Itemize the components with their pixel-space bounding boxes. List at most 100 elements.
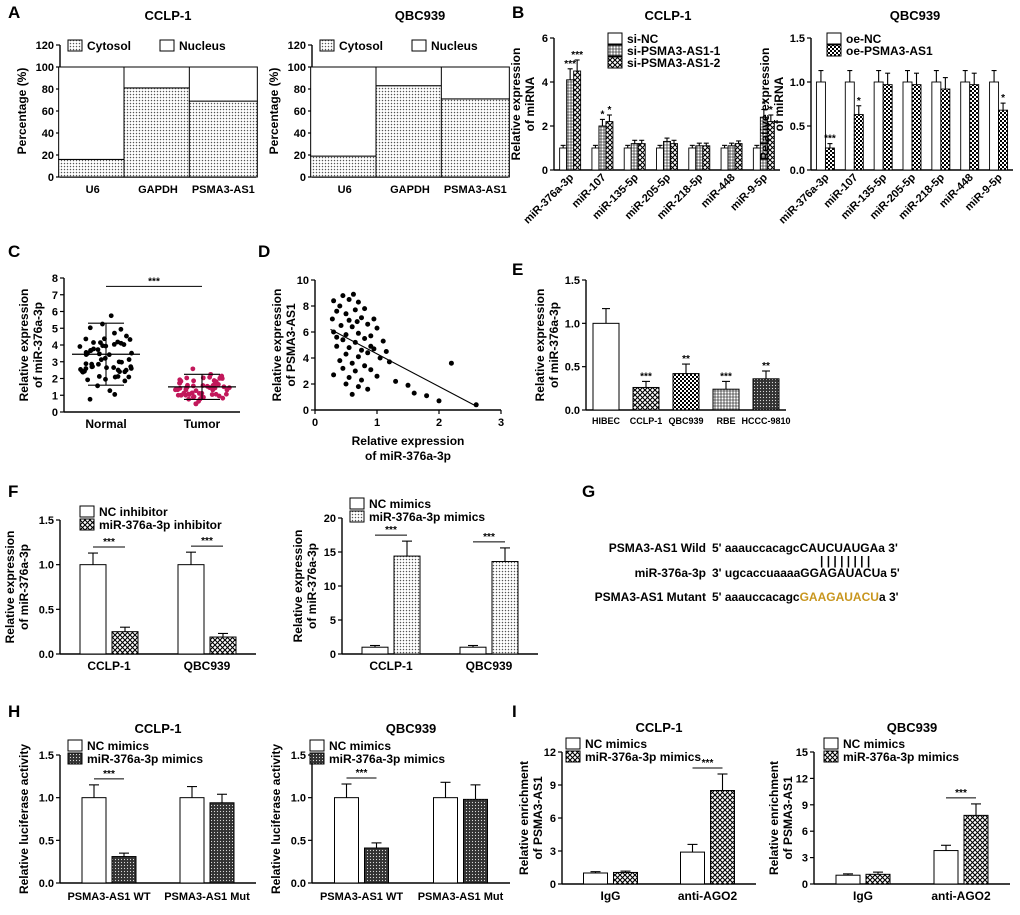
b1-bar [734,143,743,171]
b1-y-tick-label: 4 [542,77,549,89]
a2-legend-swatch [411,39,427,52]
h2-x-tick-label: PSMA3-AS1 WT [320,891,403,903]
b1-y-tick-label: 2 [542,121,548,133]
b1-bar [573,70,582,171]
b2-bar [882,84,893,171]
panel-c-chart: 0 1 2 3 4 5 6 7 8 Relative expression of miR-376a-… [17,273,240,431]
b1-bar [720,147,729,171]
c-point-normal [126,374,132,380]
a2-bar-cytosol [375,85,445,178]
i2-legend-label: NC mimics [843,737,905,751]
f1-y-label: Relative expression [3,531,17,644]
b1-y-tick-label: 0 [542,165,548,177]
i2-chart: 0 3 6 9 12 15 Relative enrichment of PSMA3-AS1 I… [767,720,1010,903]
i2-x-tick-label: IgG [853,889,873,903]
panel-a-chart-1: 0 20 40 60 80 100 120 Percentage (%) CCLP-1 U6 GAP… [15,8,258,196]
f1-y-tick-label: 0.5 [39,604,54,616]
c-point-tumor [220,395,226,401]
d-point [346,375,352,380]
e-x-tick-label: RBE [716,416,735,426]
b2-y-tick-label: 0.5 [790,121,805,133]
d-x-tick-label: 2 [436,417,442,429]
d-x-label: Relative expression [352,434,465,448]
h1-legend-label: miR-376a-3p mimics [87,752,203,766]
panel-label-e: E [512,260,523,279]
seq-mutant-suffix: a 3' [879,590,899,604]
a2-y-label: Percentage (%) [267,68,281,155]
c-point-normal [89,364,95,370]
d-point [359,377,364,383]
i2-title: QBC939 [887,720,938,735]
b1-significance: * [762,100,766,111]
c-point-tumor [207,374,213,380]
c-y-label: of miR-376a-3p [31,302,45,388]
d-x-tick-label: 3 [498,417,504,429]
c-point-tumor [213,379,219,385]
i1-y-label: Relative enrichment [517,761,531,875]
c-point-normal [95,383,100,389]
c-point-normal [128,366,134,371]
i1-significance: *** [702,758,714,769]
h1-chart: 0.0 0.5 1.0 1.5 Relative luciferase activity… [17,721,256,903]
d-y-label: Relative expression [270,289,284,402]
b1-bar [591,147,600,171]
d-point [359,347,364,353]
c-point-tumor [210,387,216,393]
d-point [334,343,340,349]
b2-bar [824,147,835,171]
i2-y-tick-label: 0 [802,879,808,891]
b2-bar [969,84,980,171]
c-point-normal [112,330,117,336]
a1-bar-cytosol [58,158,128,178]
d-point [374,325,380,331]
h1-y-tick-label: 1.5 [39,750,54,762]
c-point-normal [96,361,101,367]
b2-y-tick-label: 0.0 [790,165,805,177]
i2-y-tick-label: 9 [802,800,808,812]
f2-y-label: of miR-376a-3p [305,543,319,629]
a1-title: CCLP-1 [145,8,192,23]
a2-x-tick-label: GAPDH [390,184,430,196]
f2-legend-swatch [349,510,365,523]
c-point-normal [122,378,128,384]
a1-y-tick-label: 120 [36,40,54,52]
b1-bar [663,140,671,171]
c-point-normal [98,340,103,345]
h1-bar [81,797,107,884]
c-point-normal [108,313,114,319]
a1-x-tick-label: U6 [86,184,100,196]
f1-chart: 0.0 0.5 1.0 1.5 Relative expression of miR-37… [3,505,256,673]
d-x-tick-label: 1 [374,417,380,429]
d-point [368,367,374,373]
d-point [350,291,356,297]
b2-bar [844,81,855,171]
e-significance: ** [762,361,770,372]
d-point [349,324,355,330]
d-point [355,384,361,390]
h1-bar [111,856,137,884]
f1-y-tick-label: 1.5 [39,515,54,527]
b2-legend-label: oe-PSMA3-AS1 [846,44,933,58]
i1-bar [680,851,705,885]
i1-x-tick-label: IgG [601,889,621,903]
e-y-label: Relative expression [533,289,547,402]
a2-y-tick-label: 40 [294,128,306,140]
f1-y-label: of miR-376a-3p [17,544,31,630]
h2-y-tick-label: 1.0 [291,793,306,805]
a2-bar-nucleus [310,66,380,157]
a1-bar-nucleus [58,66,128,160]
d-point [362,306,368,312]
b1-significance: * [600,109,604,120]
c-point-normal [127,337,133,342]
h1-y-label: Relative luciferase activity [17,744,31,894]
c-point-tumor [173,387,178,393]
h1-bar [179,797,205,884]
seq-mir-core: GGAGAUACU [800,566,880,580]
a2-y-tick-label: 100 [288,62,306,74]
b1-legend-label: si-PSMA3-AS1-1 [627,44,721,58]
h1-y-tick-label: 0.5 [39,835,54,847]
i2-y-tick-label: 3 [802,853,808,865]
f1-x-tick-label: QBC939 [184,659,231,673]
